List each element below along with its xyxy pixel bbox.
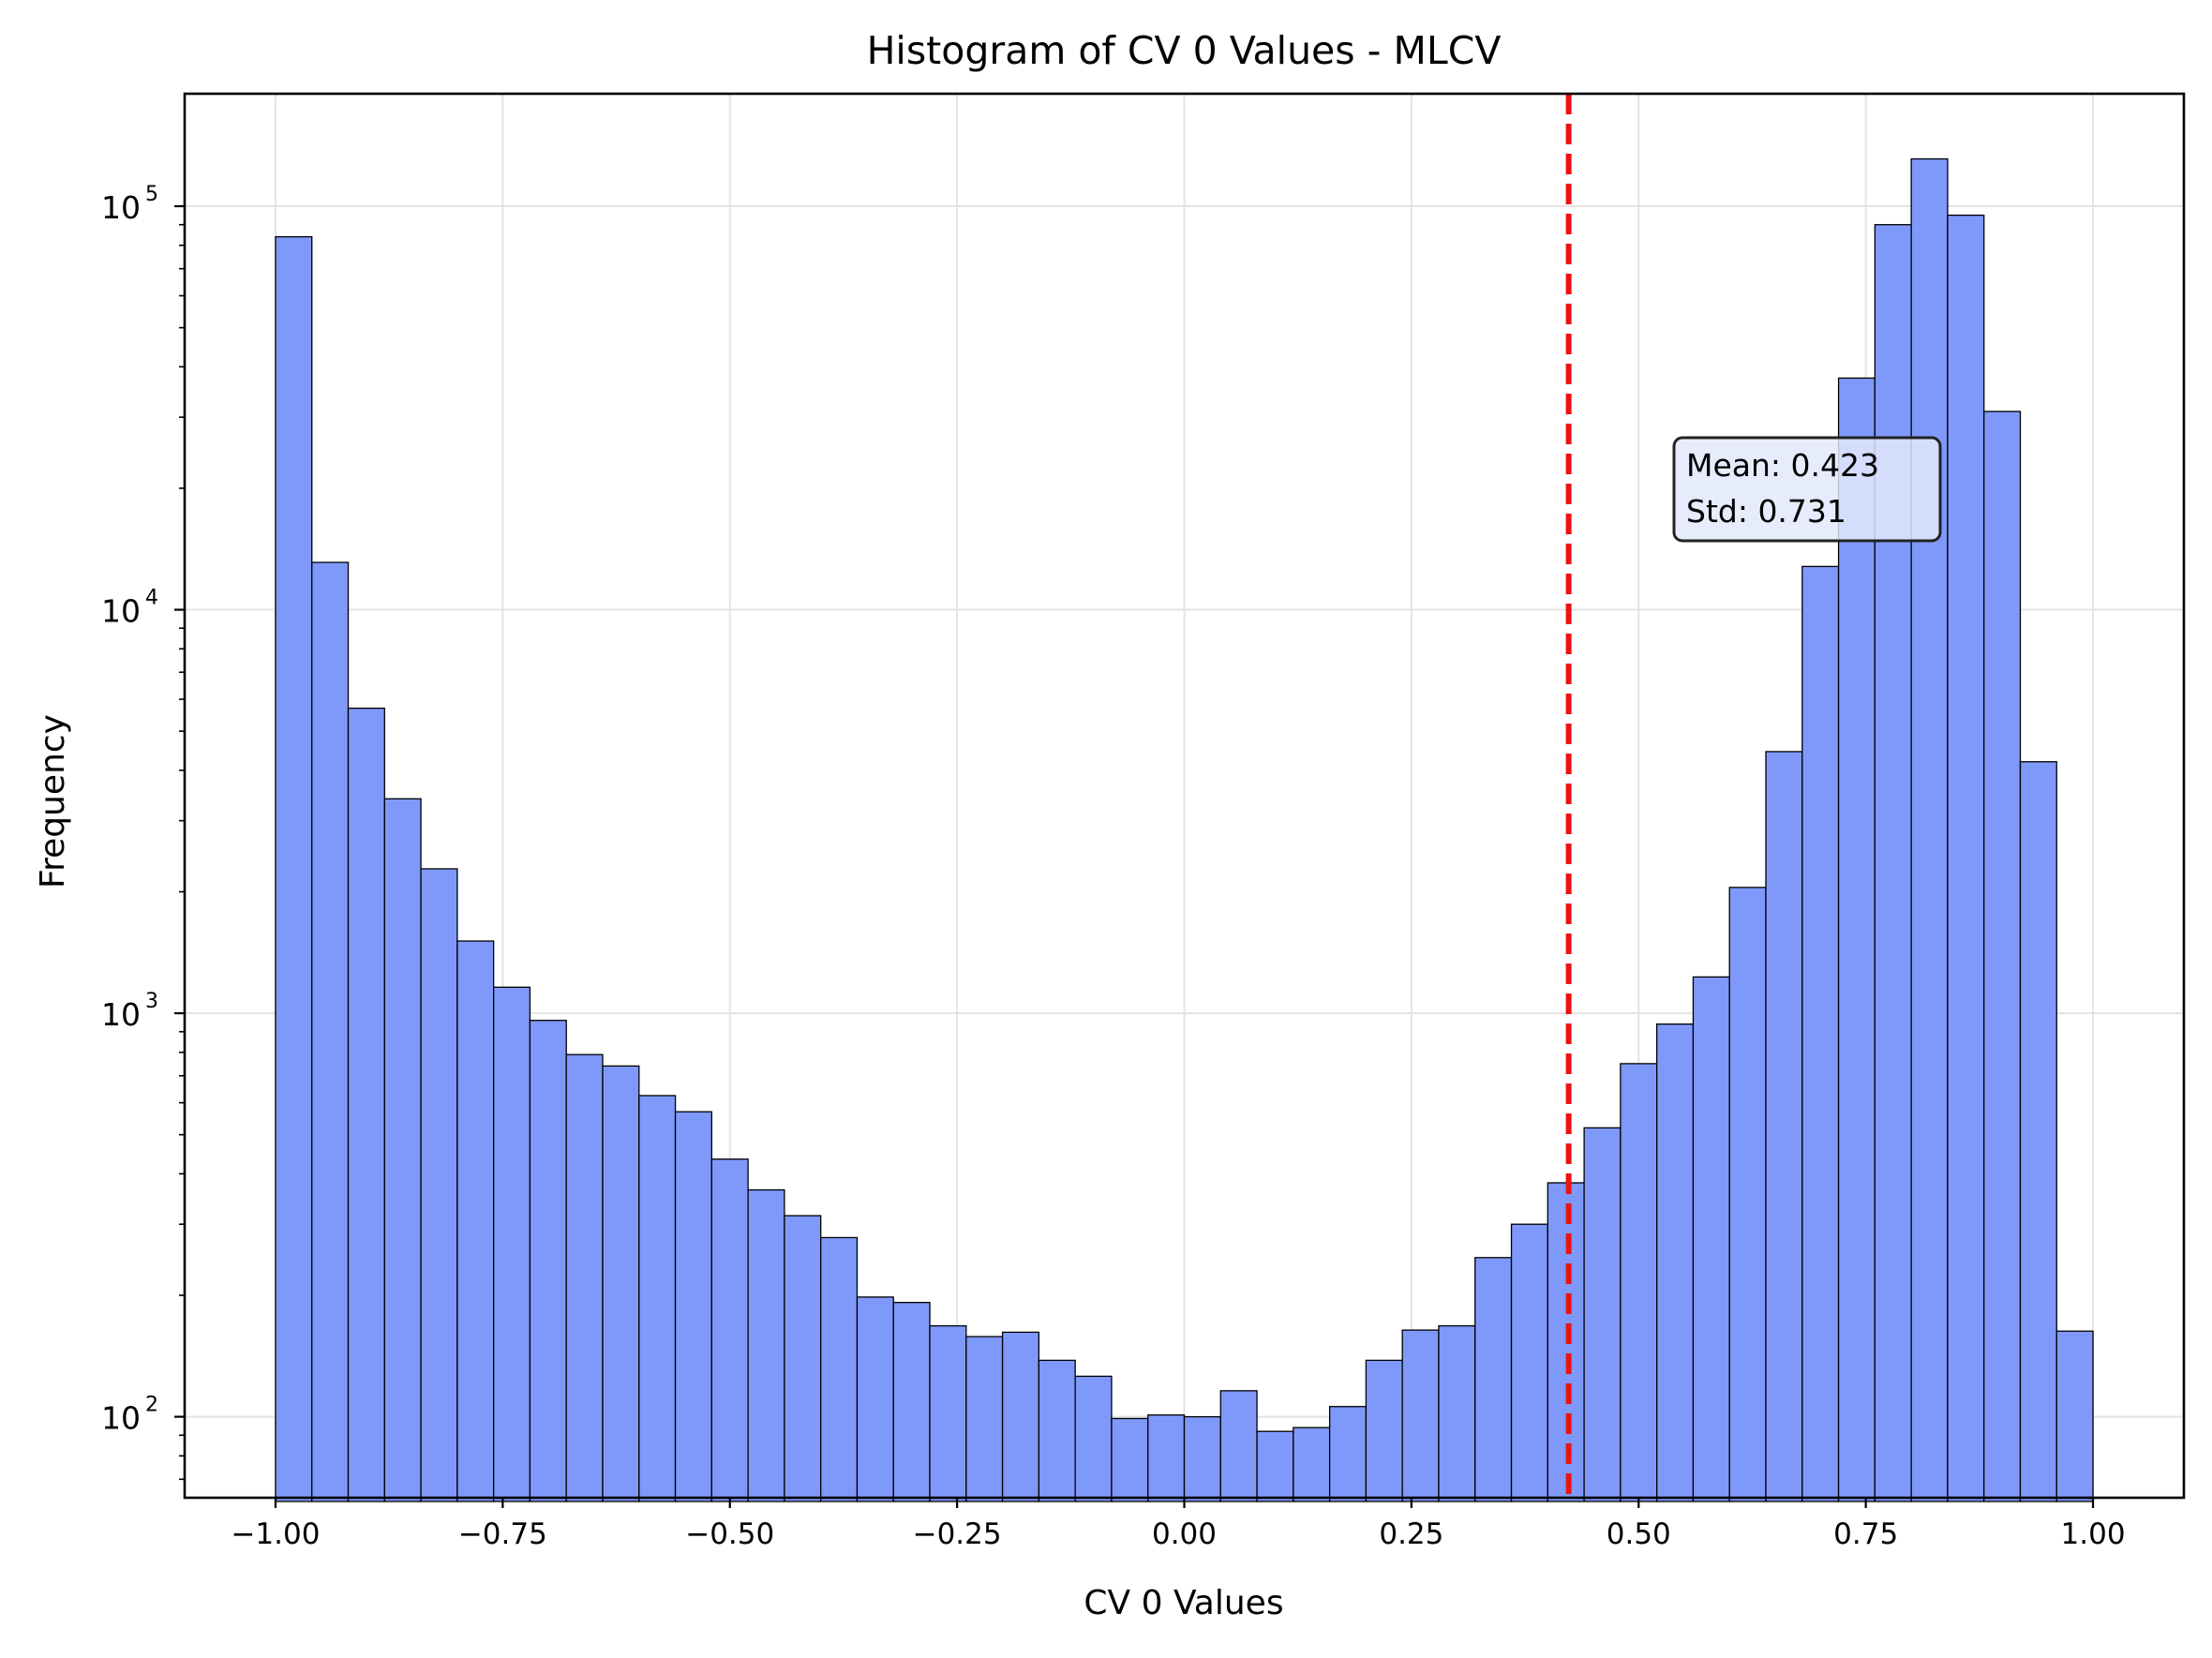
histogram-bar: [1693, 977, 1729, 1501]
histogram-bar: [349, 709, 385, 1501]
histogram-bar: [1148, 1415, 1185, 1501]
histogram-bar: [1257, 1431, 1293, 1501]
y-tick-label: 10: [101, 189, 141, 226]
stats-annotation-text: Mean: 0.423: [1686, 447, 1879, 484]
histogram-bar: [1039, 1360, 1075, 1501]
x-tick-label: −0.75: [458, 1517, 547, 1551]
histogram-bar: [1911, 159, 1948, 1501]
histogram-bar: [530, 1021, 566, 1501]
histogram-bar: [676, 1112, 712, 1501]
histogram-bar: [1366, 1360, 1402, 1501]
histogram-bar: [785, 1216, 821, 1501]
histogram-bar: [1802, 566, 1839, 1501]
histogram-bar: [1185, 1417, 1221, 1501]
histogram-bar: [1875, 225, 1911, 1501]
histogram-bar: [2020, 762, 2056, 1501]
x-tick-label: 1.00: [2061, 1517, 2126, 1551]
y-tick-label: 10: [101, 1400, 141, 1437]
x-tick-label: −0.25: [913, 1517, 1002, 1551]
histogram-bar: [566, 1054, 603, 1501]
histogram-bar: [1729, 888, 1766, 1501]
histogram-bar: [930, 1326, 966, 1501]
x-tick-label: 0.75: [1833, 1517, 1898, 1551]
x-tick-label: 0.00: [1152, 1517, 1217, 1551]
histogram-bar: [603, 1066, 639, 1501]
histogram-bar: [1075, 1376, 1112, 1501]
histogram-bar: [1657, 1024, 1694, 1501]
y-tick-exponent: 3: [145, 990, 158, 1013]
histogram-bar: [857, 1297, 893, 1501]
chart-title: Histogram of CV 0 Values - MLCV: [867, 28, 1502, 73]
histogram-bar: [711, 1159, 748, 1501]
histogram-bar: [893, 1303, 930, 1501]
histogram-bar: [1003, 1332, 1039, 1501]
histogram-bar: [421, 869, 457, 1501]
histogram-bar: [1475, 1258, 1512, 1501]
y-tick-exponent: 4: [145, 587, 158, 610]
y-axis-label: Frequency: [34, 714, 72, 889]
histogram-bar: [748, 1190, 785, 1501]
histogram-bar: [1766, 752, 1802, 1501]
histogram-bar: [1402, 1330, 1439, 1501]
x-tick-label: 0.25: [1379, 1517, 1443, 1551]
histogram-bar: [457, 941, 494, 1501]
x-tick-label: −1.00: [231, 1517, 320, 1551]
histogram-bar: [1584, 1128, 1621, 1501]
histogram-bar: [1621, 1064, 1657, 1501]
x-axis-label: CV 0 Values: [1084, 1584, 1283, 1622]
y-tick-exponent: 2: [145, 1394, 158, 1417]
histogram-bar: [384, 799, 421, 1501]
stats-annotation-text: Std: 0.731: [1686, 493, 1846, 530]
histogram-bar: [494, 987, 531, 1501]
histogram-bar: [1512, 1224, 1548, 1501]
y-tick-label: 10: [101, 996, 141, 1033]
histogram-bar: [2056, 1331, 2093, 1501]
histogram-bar: [312, 562, 349, 1501]
histogram-bar: [1330, 1407, 1367, 1501]
histogram-bar: [1948, 216, 1984, 1501]
y-tick-exponent: 5: [145, 183, 158, 206]
histogram-bar: [1839, 378, 1876, 1501]
histogram-bar: [1220, 1391, 1257, 1501]
histogram-bar: [639, 1096, 676, 1501]
x-tick-label: −0.50: [685, 1517, 774, 1551]
histogram-bar: [1984, 411, 2021, 1501]
histogram-bar: [966, 1337, 1003, 1501]
x-tick-label: 0.50: [1607, 1517, 1671, 1551]
histogram-bar: [276, 237, 312, 1501]
histogram-bar: [1439, 1326, 1475, 1501]
histogram-bar: [821, 1237, 858, 1501]
histogram-bar: [1293, 1427, 1330, 1501]
y-tick-label: 10: [101, 593, 141, 630]
histogram-bar: [1112, 1418, 1148, 1501]
